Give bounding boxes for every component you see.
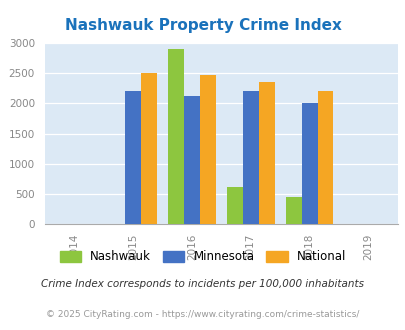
Bar — [226, 186, 242, 224]
Bar — [199, 75, 215, 224]
Bar — [183, 96, 199, 224]
Bar — [317, 91, 333, 224]
Bar — [125, 91, 141, 224]
Bar — [301, 103, 317, 224]
Legend: Nashwauk, Minnesota, National: Nashwauk, Minnesota, National — [56, 247, 349, 267]
Bar — [168, 49, 183, 224]
Bar — [285, 197, 301, 224]
Text: Nashwauk Property Crime Index: Nashwauk Property Crime Index — [64, 18, 341, 33]
Text: Crime Index corresponds to incidents per 100,000 inhabitants: Crime Index corresponds to incidents per… — [41, 279, 364, 289]
Bar — [141, 73, 156, 224]
Bar — [242, 91, 258, 224]
Text: © 2025 CityRating.com - https://www.cityrating.com/crime-statistics/: © 2025 CityRating.com - https://www.city… — [46, 310, 359, 319]
Bar — [258, 82, 274, 224]
